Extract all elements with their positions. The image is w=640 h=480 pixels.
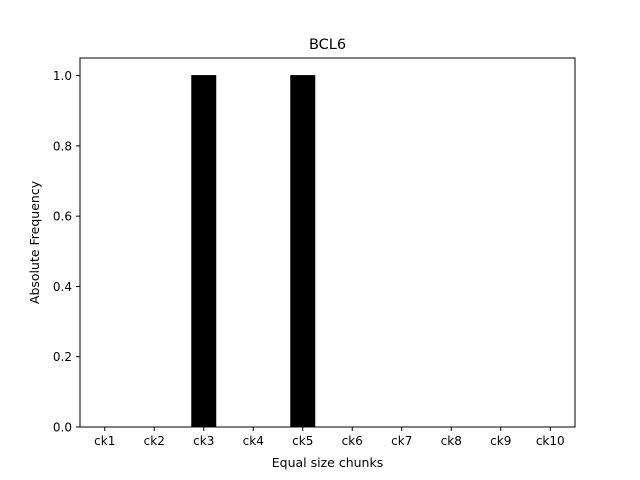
x-axis-label: Equal size chunks <box>272 455 383 470</box>
y-tick-label: 0.4 <box>53 280 72 294</box>
y-axis-label: Absolute Frequency <box>27 180 42 304</box>
x-tick-label: ck7 <box>391 434 412 448</box>
x-tick-label: ck4 <box>243 434 264 448</box>
plot-frame <box>79 57 576 428</box>
x-tick-label: ck5 <box>292 434 313 448</box>
x-tick-label: ck10 <box>536 434 565 448</box>
y-axis: 0.0 0.2 0.4 0.6 0.8 1.0 <box>53 69 80 435</box>
x-tick-label: ck2 <box>144 434 165 448</box>
x-tick-label: ck8 <box>441 434 462 448</box>
x-axis: ck1 ck2 ck3 ck4 ck5 ck6 ck7 ck8 ck9 ck10 <box>94 427 565 448</box>
y-tick-label: 1.0 <box>53 69 72 83</box>
y-tick-label: 0.6 <box>53 210 72 224</box>
x-tick-label: ck6 <box>342 434 363 448</box>
bar-ck5 <box>290 75 316 428</box>
y-tick-label: 0.0 <box>53 421 72 435</box>
bars-group <box>191 75 316 428</box>
bar-ck3 <box>191 75 217 428</box>
chart-title: BCL6 <box>309 37 346 53</box>
y-tick-label: 0.8 <box>53 139 72 153</box>
x-tick-label: ck9 <box>490 434 511 448</box>
x-tick-label: ck1 <box>94 434 115 448</box>
y-tick-label: 0.2 <box>53 350 72 364</box>
x-tick-label: ck3 <box>193 434 214 448</box>
